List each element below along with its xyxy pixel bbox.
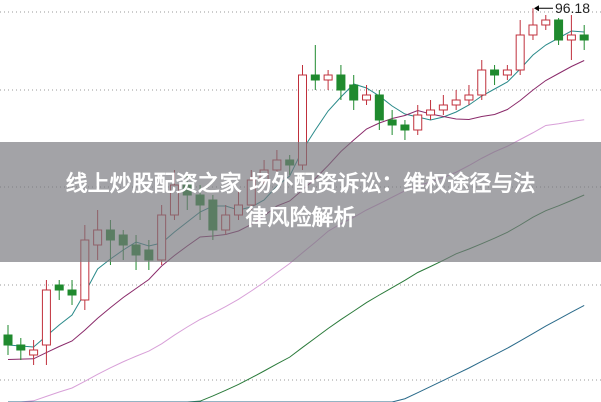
candle-body — [29, 349, 39, 356]
max-pointer-arrow — [533, 5, 539, 12]
candle-body — [490, 69, 500, 76]
candle-body — [515, 34, 525, 71]
candle-body — [54, 284, 64, 291]
article-title-line2: 律风险解析 — [245, 206, 356, 231]
candle-body — [41, 289, 51, 346]
candle-body — [451, 99, 461, 106]
candle-body — [579, 34, 589, 41]
candle-body — [336, 74, 346, 91]
candle-body — [413, 114, 423, 131]
candle-body — [477, 69, 487, 96]
candle-body — [528, 24, 538, 36]
candle-body — [566, 34, 576, 41]
candle-body — [438, 104, 448, 111]
title-overlay: 线上炒股配资之家 场外配资诉讼：维权途径与法 律风险解析 — [0, 142, 601, 262]
ma45-line — [8, 305, 585, 402]
candle-body — [387, 119, 397, 126]
candle-body — [374, 94, 384, 121]
candle-body — [310, 74, 320, 81]
candle-body — [426, 109, 436, 116]
candle-body — [464, 94, 474, 101]
article-title-line1: 线上炒股配资之家 场外配资诉讼：维权途径与法 — [65, 172, 536, 197]
candle-body — [323, 74, 333, 81]
candle-body — [541, 19, 551, 26]
max-price-label: 96.18 — [555, 0, 590, 16]
candle-body — [349, 84, 359, 101]
candle-body — [400, 124, 410, 131]
candle-body — [16, 344, 26, 351]
candle-body — [67, 289, 77, 296]
candle-body — [3, 334, 13, 346]
candle-body — [502, 69, 512, 76]
candle-body — [554, 19, 564, 41]
candle-body — [362, 94, 372, 101]
